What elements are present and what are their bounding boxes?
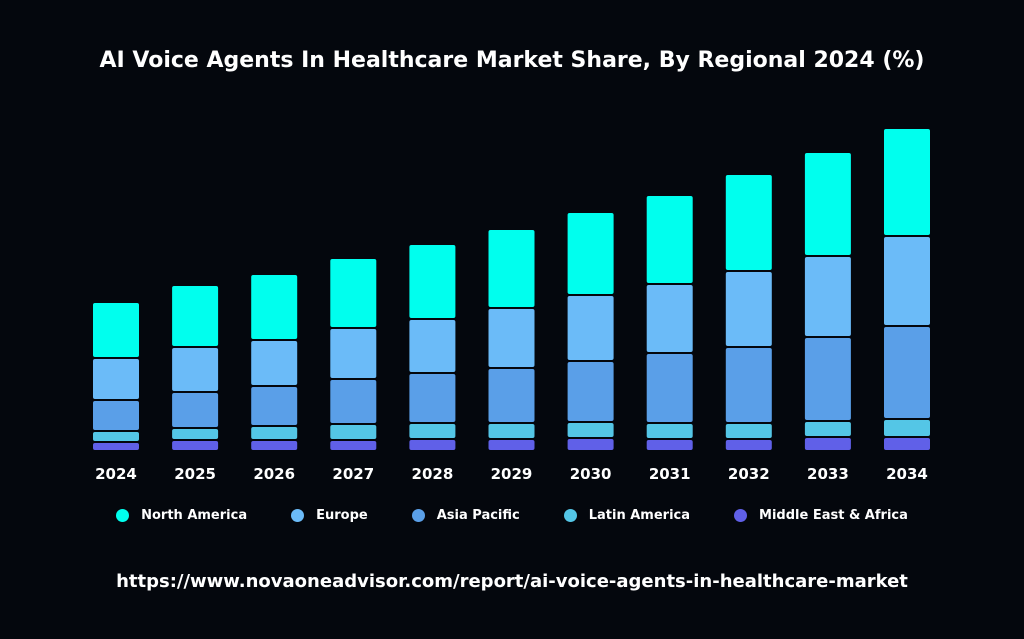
source-url[interactable]: https://www.novaoneadvisor.com/report/ai… <box>116 571 908 592</box>
bar-segment-europe-2032 <box>725 272 772 346</box>
bar-segment-north-america-2031 <box>646 196 693 283</box>
bar-segment-north-america-2032 <box>725 175 772 270</box>
bar-segment-middle-east-africa-2031 <box>646 440 693 450</box>
bar-segment-asia-pacific-2026 <box>251 387 298 425</box>
bar-segment-europe-2024 <box>93 359 139 399</box>
x-tick-label: 2032 <box>728 465 770 483</box>
bar-segment-latin-america-2031 <box>646 424 693 438</box>
bar-segment-middle-east-africa-2026 <box>251 441 298 450</box>
legend-swatch <box>116 509 130 522</box>
bar-segment-asia-pacific-2027 <box>330 380 377 423</box>
legend-swatch <box>291 509 305 522</box>
bar-segment-middle-east-africa-2025 <box>172 441 219 450</box>
legend-swatch <box>563 509 577 522</box>
bar-segment-latin-america-2030 <box>567 423 614 437</box>
bar-segment-north-america-2024 <box>93 303 139 357</box>
bar-segment-middle-east-africa-2033 <box>804 438 851 450</box>
bar-segment-asia-pacific-2030 <box>567 362 614 421</box>
legend-item: North America <box>116 508 247 523</box>
bar-segment-europe-2029 <box>488 309 535 367</box>
bar-segment-asia-pacific-2033 <box>804 338 851 420</box>
bar-segment-middle-east-africa-2034 <box>884 438 930 450</box>
legend-swatch <box>411 509 425 522</box>
bar-segment-north-america-2033 <box>804 153 851 255</box>
bar-segment-europe-2025 <box>172 348 219 391</box>
x-tick-label: 2034 <box>886 465 928 483</box>
bar-segment-asia-pacific-2034 <box>884 327 930 418</box>
bar-segment-asia-pacific-2031 <box>646 354 693 422</box>
x-tick-label: 2030 <box>570 465 612 483</box>
x-tick-label: 2027 <box>332 465 374 483</box>
bar-segment-latin-america-2032 <box>725 424 772 438</box>
bar-segment-europe-2026 <box>251 341 298 385</box>
bar-segment-latin-america-2026 <box>251 427 298 439</box>
legend-label: North America <box>141 508 248 523</box>
bar-segment-europe-2031 <box>646 285 693 352</box>
legend-item: Asia Pacific <box>411 508 520 523</box>
bar-segment-north-america-2025 <box>172 286 219 346</box>
bar-segment-europe-2030 <box>567 296 614 360</box>
bar-segment-middle-east-africa-2030 <box>567 439 614 450</box>
legend-item: Middle East & Africa <box>734 508 908 523</box>
bar-segment-middle-east-africa-2027 <box>330 441 377 450</box>
x-tick-label: 2028 <box>412 465 454 483</box>
bar-segment-asia-pacific-2024 <box>93 401 139 430</box>
bar-segment-middle-east-africa-2032 <box>725 440 772 450</box>
legend-item: Europe <box>291 508 368 523</box>
bar-segment-north-america-2028 <box>409 245 456 318</box>
bar-segment-north-america-2030 <box>567 213 614 294</box>
bar-segment-europe-2034 <box>884 237 930 325</box>
bar-segment-latin-america-2024 <box>93 432 139 441</box>
bar-segment-north-america-2029 <box>488 230 535 307</box>
bar-segment-latin-america-2027 <box>330 425 377 439</box>
bar-segment-asia-pacific-2028 <box>409 374 456 422</box>
bar-segment-middle-east-africa-2024 <box>93 443 139 450</box>
bar-segment-middle-east-africa-2028 <box>409 440 456 450</box>
legend-label: Asia Pacific <box>436 508 520 523</box>
legend-item: Latin America <box>563 508 691 523</box>
x-tick-label: 2031 <box>649 465 691 483</box>
bar-segment-latin-america-2029 <box>488 424 535 438</box>
bar-segment-asia-pacific-2032 <box>725 348 772 422</box>
bar-segment-europe-2028 <box>409 320 456 372</box>
bar-segment-north-america-2027 <box>330 259 377 327</box>
legend: North America Europe Asia Pacific Latin Ame… <box>0 508 1024 523</box>
x-tick-label: 2024 <box>95 465 137 483</box>
bar-segment-north-america-2034 <box>884 129 930 235</box>
bar-segment-latin-america-2025 <box>172 429 219 439</box>
bar-segment-europe-2027 <box>330 329 377 378</box>
bar-segment-north-america-2026 <box>251 275 298 339</box>
bar-segment-latin-america-2033 <box>804 422 851 436</box>
bar-segment-latin-america-2034 <box>884 420 930 436</box>
stacked-bar-chart: 2024 2025 2026 2027 2028 2029 2030 2031 2032 2033… <box>93 129 930 483</box>
x-tick-label: 2025 <box>174 465 216 483</box>
bar-segment-middle-east-africa-2029 <box>488 440 535 450</box>
bar-segment-asia-pacific-2025 <box>172 393 219 427</box>
legend-label: Latin America <box>588 508 691 523</box>
x-tick-label: 2033 <box>807 465 849 483</box>
chart-title: AI Voice Agents In Healthcare Market Sha… <box>99 48 925 73</box>
x-tick-label: 2029 <box>491 465 533 483</box>
bar-segment-europe-2033 <box>804 257 851 336</box>
x-tick-label: 2026 <box>253 465 295 483</box>
bar-segment-latin-america-2028 <box>409 424 456 438</box>
legend-label: Europe <box>316 508 368 523</box>
bar-segment-asia-pacific-2029 <box>488 369 535 422</box>
legend-label: Middle East & Africa <box>759 508 908 523</box>
legend-swatch <box>734 509 748 522</box>
